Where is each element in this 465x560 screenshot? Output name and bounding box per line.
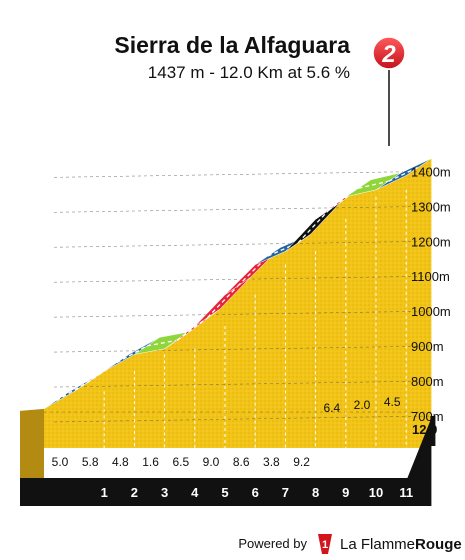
- segment-centerline: [176, 317, 208, 341]
- gradient-label: 3.8: [263, 455, 280, 469]
- distance-total-label: 12.0: [412, 422, 437, 437]
- y-tick-label: 1100m: [411, 269, 450, 284]
- segment-centerline: [358, 180, 389, 189]
- profile-fill: [44, 158, 432, 448]
- km-label: 9: [342, 485, 349, 500]
- footer-powered-by: Powered by: [238, 536, 307, 551]
- segment-centerline: [297, 210, 329, 244]
- segment-centerline: [207, 285, 239, 319]
- km-label: 5: [221, 485, 228, 500]
- profile-left-wall: [20, 408, 44, 478]
- gradient-label: 5.8: [82, 455, 99, 469]
- category-badge-label: 2: [381, 41, 396, 68]
- km-label: 2: [131, 485, 138, 500]
- gradient-label: 8.6: [233, 455, 250, 469]
- grid-line: [53, 206, 432, 213]
- profile-area: [44, 158, 432, 448]
- km-strip: [20, 478, 432, 506]
- km-label: 6: [252, 485, 259, 500]
- grid-line: [53, 415, 432, 423]
- gradient-label: 4.5: [384, 395, 401, 409]
- segment-centerline: [267, 242, 299, 257]
- gradient-label: 6.5: [172, 455, 189, 469]
- y-tick-label: 700m: [411, 409, 444, 424]
- km-strip-cap: [430, 416, 436, 446]
- segment-centerline: [116, 345, 148, 364]
- footer-brand-light: La Flamme: [340, 536, 415, 553]
- grid-line: [53, 310, 432, 318]
- gradient-label: 2.0: [354, 398, 371, 412]
- y-tick-label: 900m: [411, 339, 444, 354]
- labels: 700m 800m 900m 1000m 1100m 1200m 1300m 1400m 5.0…: [52, 164, 451, 500]
- km-label: 7: [282, 485, 289, 500]
- footer-brand: La FlammeRouge: [340, 536, 462, 553]
- segment-centerline: [388, 166, 420, 182]
- gradient-segments: [43, 158, 432, 410]
- gradient-label: 9.0: [203, 455, 220, 469]
- chart-subtitle: 1437 m - 12.0 Km at 5.6 %: [148, 63, 350, 82]
- chart-title: Sierra de la Alfaguara: [114, 32, 350, 58]
- km-label: 1: [101, 485, 108, 500]
- y-tick-label: 1400m: [411, 164, 451, 179]
- footer-brand-bold: Rouge: [415, 536, 462, 553]
- y-tick-label: 1000m: [411, 304, 451, 319]
- y-tick-label: 1200m: [411, 234, 451, 249]
- y-tick-label: 1300m: [411, 199, 451, 214]
- profile-side-face: [20, 408, 44, 478]
- km-strip-end: [407, 418, 432, 478]
- svg-text:1: 1: [322, 539, 328, 551]
- segment-centerline: [56, 382, 88, 401]
- category-badge: 2: [372, 36, 406, 70]
- km-label: 8: [312, 485, 319, 500]
- grid-line: [53, 345, 432, 353]
- gradient-label: 4.8: [112, 455, 129, 469]
- grid-line: [53, 380, 432, 388]
- grid-line: [53, 240, 432, 248]
- y-tick-label: 800m: [411, 374, 444, 389]
- km-label: 4: [191, 485, 199, 500]
- km-label: 10: [369, 485, 383, 500]
- distance-base: [20, 411, 436, 506]
- segment-centerline: [146, 339, 178, 347]
- km-label: 3: [161, 485, 168, 500]
- gradient-label: 6.4: [323, 401, 340, 415]
- flamme-rouge-logo-icon: 1: [318, 534, 332, 554]
- gradient-label: 1.6: [142, 455, 159, 469]
- gradient-label: 9.2: [293, 455, 310, 469]
- footer: Powered by 1 La FlammeRouge: [238, 534, 462, 554]
- km-label: 11: [399, 485, 413, 500]
- grid-line: [53, 171, 432, 178]
- gradient-label: 5.0: [52, 455, 69, 469]
